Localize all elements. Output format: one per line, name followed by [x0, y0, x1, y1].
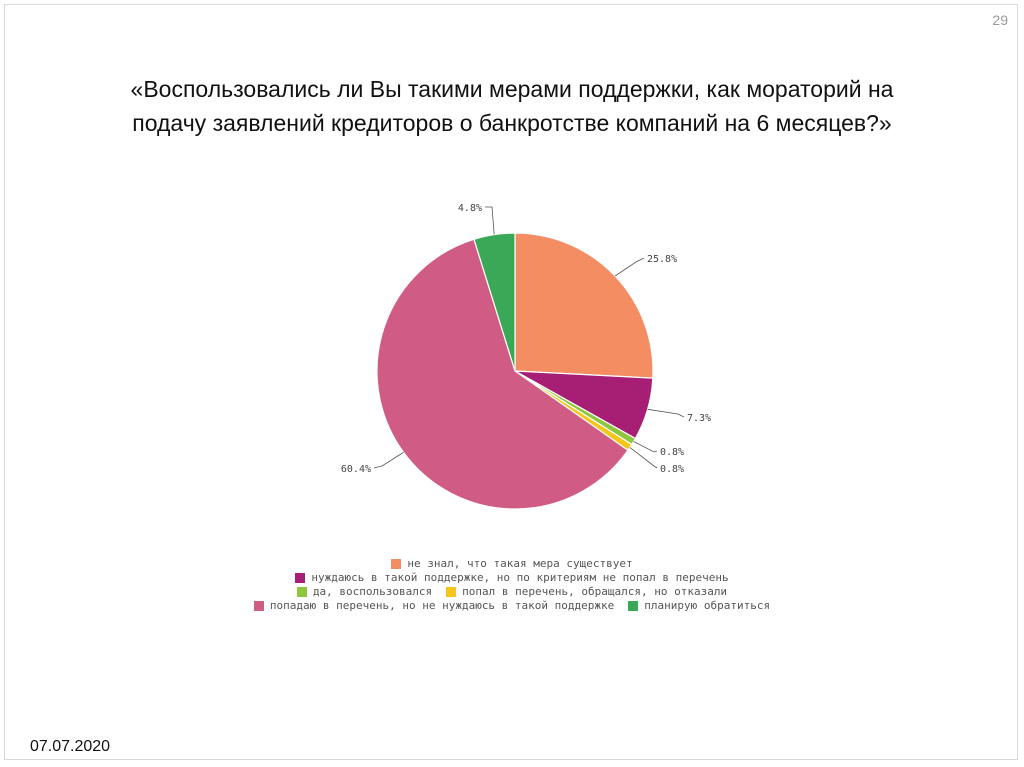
- legend-swatch: [296, 587, 307, 597]
- chart-legend: не знал, что такая мера существует нужда…: [200, 557, 824, 613]
- page-number: 29: [992, 12, 1008, 28]
- legend-swatch: [628, 601, 639, 611]
- data-label: 4.8%: [458, 203, 482, 214]
- legend-label: планирую обратиться: [644, 599, 771, 612]
- slide-title: «Воспользовались ли Вы такими мерами под…: [40, 72, 984, 140]
- data-label: 0.8%: [660, 464, 684, 475]
- legend-row: попадаю в перечень, но не нуждаюсь в так…: [200, 599, 824, 613]
- data-label: 0.8%: [660, 447, 684, 458]
- data-label: 25.8%: [647, 254, 677, 265]
- legend-row: не знал, что такая мера существует: [200, 557, 824, 571]
- legend-label: нуждаюсь в такой поддержке, но по критер…: [311, 571, 729, 584]
- leader-line: [633, 441, 658, 453]
- legend-item: нуждаюсь в такой поддержке, но по критер…: [295, 571, 729, 585]
- legend-item: да, воспользовался: [296, 585, 433, 599]
- legend-swatch: [446, 587, 457, 597]
- legend-label: попадаю в перечень, но не нуждаюсь в так…: [269, 599, 615, 612]
- legend-item: попал в перечень, обращался, но отказали: [446, 585, 727, 599]
- legend-swatch: [253, 601, 264, 611]
- legend-row: да, воспользовался попал в перечень, обр…: [200, 585, 824, 599]
- pie-slice: [473, 232, 516, 372]
- legend-label: да, воспользовался: [312, 585, 433, 598]
- footer-date: 07.07.2020: [30, 738, 111, 755]
- legend-item: планирую обратиться: [628, 599, 770, 613]
- leader-line: [647, 408, 685, 418]
- data-label: 7.3%: [687, 413, 711, 424]
- leader-line: [373, 452, 404, 469]
- legend-swatch: [391, 559, 402, 569]
- leader-line: [629, 447, 658, 469]
- pie-slice: [376, 238, 629, 510]
- legend-swatch: [295, 573, 306, 583]
- slide-frame: [4, 4, 1018, 760]
- title-line-1: «Воспользовались ли Вы такими мерами под…: [130, 76, 894, 102]
- leader-line: [614, 257, 645, 277]
- legend-label: не знал, что такая мера существует: [407, 557, 633, 570]
- legend-item: не знал, что такая мера существует: [391, 557, 633, 571]
- legend-label: попал в перечень, обращался, но отказали: [462, 585, 728, 598]
- pie-slice: [514, 232, 654, 379]
- title-line-2: подачу заявлений кредиторов о банкротств…: [132, 110, 892, 136]
- legend-item: попадаю в перечень, но не нуждаюсь в так…: [253, 599, 615, 613]
- leader-line: [485, 206, 495, 235]
- data-label: 60.4%: [341, 464, 371, 475]
- legend-row: нуждаюсь в такой поддержке, но по критер…: [200, 571, 824, 585]
